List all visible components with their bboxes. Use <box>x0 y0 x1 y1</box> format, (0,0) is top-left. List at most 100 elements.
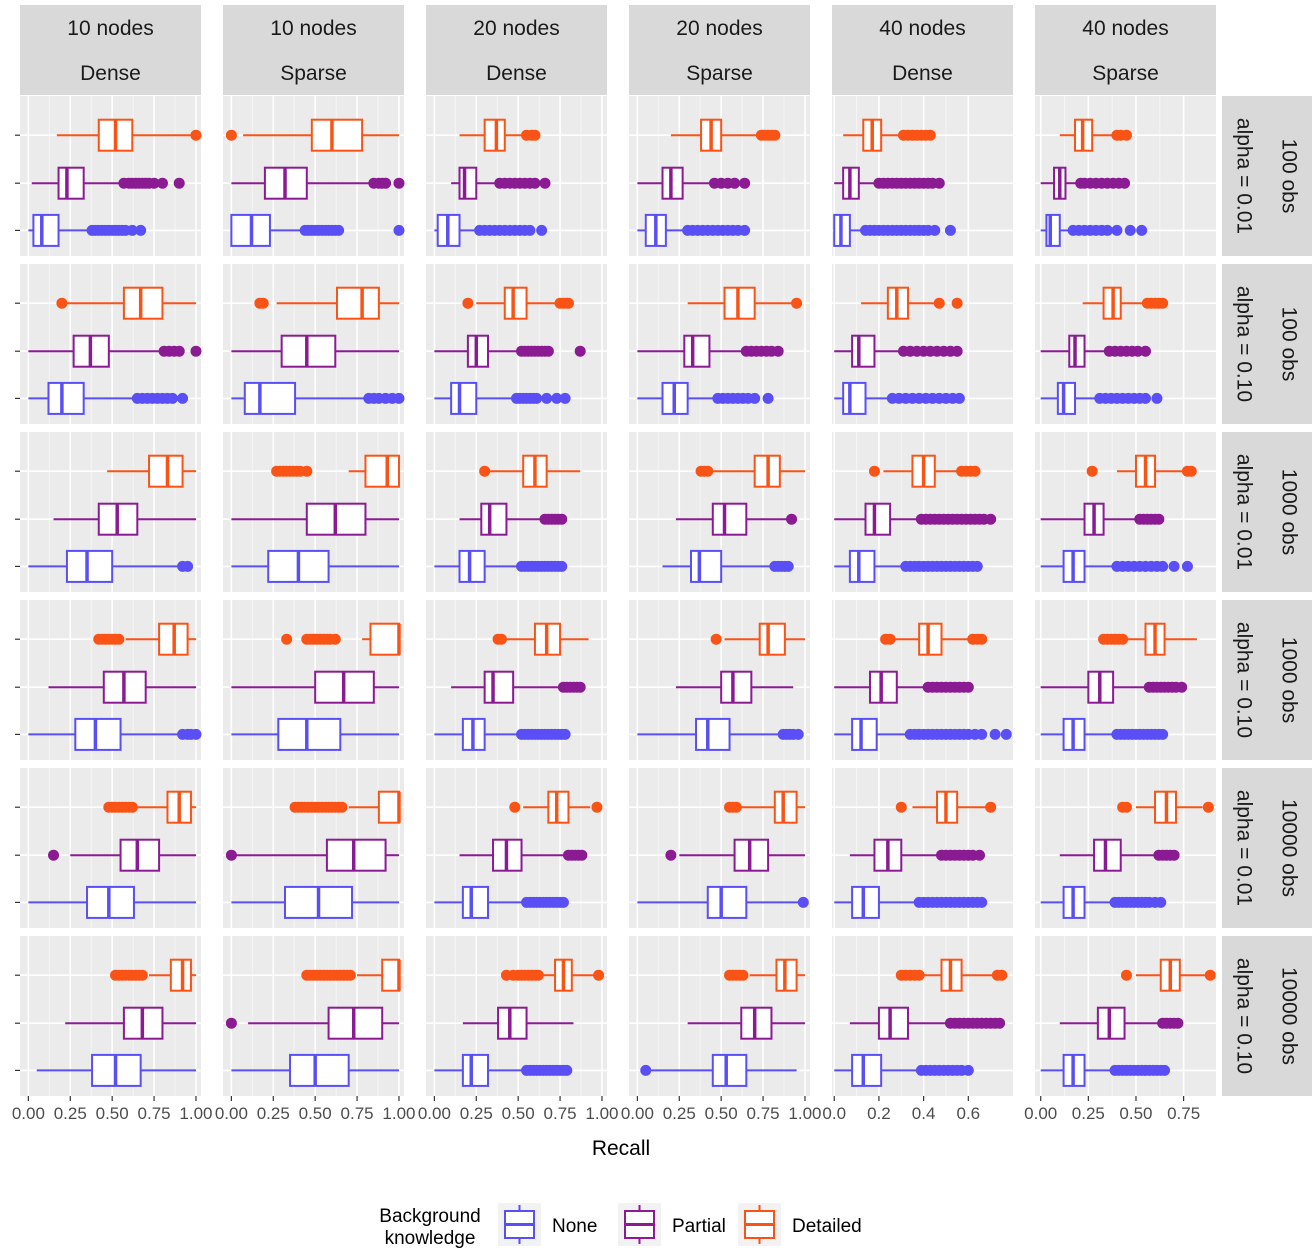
box-iqr <box>57 166 85 200</box>
outlier-point <box>1120 129 1132 141</box>
outlier-point <box>495 633 507 645</box>
legend-label: Partial <box>672 1216 726 1237</box>
outlier-point <box>173 345 185 357</box>
outlier-point <box>969 465 981 477</box>
x-tick-label: 0.25 <box>1072 1104 1105 1123</box>
row-strip-label-2: alpha = 0.01 <box>1233 790 1256 906</box>
col-strip-bg <box>1035 5 1216 95</box>
outlier-point <box>782 560 794 572</box>
outlier-point <box>1111 224 1123 236</box>
box-none <box>637 717 804 751</box>
box-partial <box>65 1006 196 1040</box>
outlier-point <box>944 224 956 236</box>
box-iqr <box>369 622 400 656</box>
col-strip-label-1: 20 nodes <box>473 17 559 40</box>
legend-item-detailed: Detailed <box>738 1203 862 1246</box>
outlier-point <box>281 633 293 645</box>
box-iqr <box>851 334 876 368</box>
box-iqr <box>74 717 122 751</box>
x-tick-label: 0.75 <box>544 1104 577 1123</box>
outlier-point <box>1159 1064 1171 1076</box>
box-partial <box>48 670 196 704</box>
box-partial <box>675 670 794 704</box>
outlier-point <box>895 801 907 813</box>
col-strip-bg <box>629 5 810 95</box>
panel-r5-c5 <box>832 768 1013 928</box>
x-axis-title: Recall <box>592 1137 650 1160</box>
box-none <box>28 885 196 919</box>
box-iqr <box>243 381 297 415</box>
outlier-point <box>559 392 571 404</box>
box-detailed <box>861 286 963 320</box>
outlier-point <box>772 345 784 357</box>
box-partial <box>665 838 805 872</box>
outlier-point <box>561 1064 573 1076</box>
panel-r2-c2 <box>223 264 405 424</box>
box-iqr <box>122 286 164 320</box>
box-iqr <box>851 1053 883 1087</box>
outlier-point <box>126 224 138 236</box>
outlier-point <box>1168 560 1180 572</box>
outlier-point <box>591 801 603 813</box>
outlier-point <box>1140 345 1152 357</box>
box-iqr <box>483 670 515 704</box>
x-tick-label: 0.75 <box>138 1104 171 1123</box>
panel-r4-c6 <box>1035 600 1216 760</box>
panel-r2-c5 <box>832 264 1013 424</box>
outlier-point <box>1117 633 1129 645</box>
box-partial <box>834 334 963 368</box>
x-tick-label: 0.00 <box>418 1104 451 1123</box>
box-iqr <box>848 549 876 583</box>
row-strip-label-2: alpha = 0.10 <box>1233 622 1256 738</box>
row-strip-6: 10000 obs alpha = 0.10 <box>1222 936 1312 1096</box>
box-partial <box>687 1006 805 1040</box>
x-tick-label: 0.75 <box>747 1104 780 1123</box>
col-strip-label-2: Sparse <box>1092 62 1159 85</box>
outlier-point <box>126 801 138 813</box>
panel-r2-c3 <box>426 264 607 424</box>
box-partial <box>225 838 399 872</box>
box-iqr <box>706 885 748 919</box>
box-detailed <box>459 118 541 152</box>
x-tick-label: 0.6 <box>956 1104 980 1123</box>
box-partial <box>53 502 196 536</box>
panel-r1-c2 <box>223 96 405 256</box>
panel-r1-c3 <box>426 96 607 256</box>
outlier-point <box>640 1064 652 1076</box>
outlier-point <box>462 297 474 309</box>
outlier-point <box>1000 728 1012 740</box>
box-iqr <box>851 717 878 751</box>
outlier-point <box>929 224 941 236</box>
box-partial <box>834 166 945 200</box>
box-partial <box>459 502 568 536</box>
box-detailed <box>843 118 936 152</box>
outlier-point <box>962 1064 974 1076</box>
box-none <box>1040 213 1148 247</box>
box-detailed <box>880 622 988 656</box>
outlier-point <box>532 969 544 981</box>
box-none <box>434 717 571 751</box>
outlier-point <box>113 633 125 645</box>
x-tick-label: 0.50 <box>705 1104 738 1123</box>
outlier-point <box>1153 513 1165 525</box>
col-strip-label-2: Sparse <box>686 62 753 85</box>
box-detailed <box>462 286 574 320</box>
box-partial <box>1040 670 1188 704</box>
box-none <box>834 717 1012 751</box>
outlier-point <box>536 224 548 236</box>
outlier-point <box>924 129 936 141</box>
box-partial <box>451 166 551 200</box>
box-none <box>28 213 147 247</box>
box-iqr <box>773 790 798 824</box>
box-partial <box>834 502 997 536</box>
panel-r6-c4 <box>629 936 810 1096</box>
outlier-point <box>329 633 341 645</box>
outlier-point <box>951 297 963 309</box>
outlier-point <box>933 297 945 309</box>
outlier-point <box>868 465 880 477</box>
outlier-point <box>1136 224 1148 236</box>
outlier-point <box>393 224 405 236</box>
row-strip-label-1: 10000 obs <box>1278 967 1301 1065</box>
